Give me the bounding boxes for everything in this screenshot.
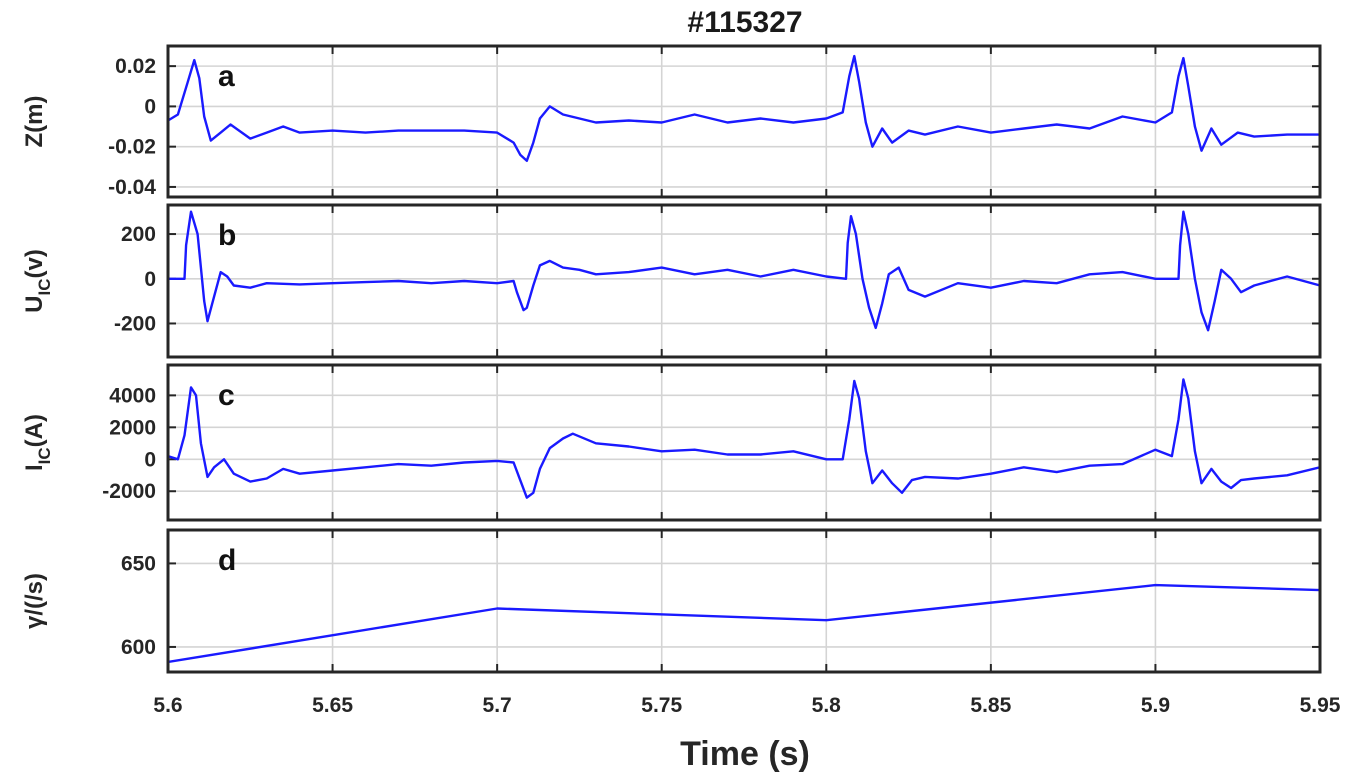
y-tick-label: 200 (121, 223, 156, 246)
panel-frame (166, 528, 1322, 674)
y-tick-label: 2000 (109, 416, 156, 439)
y-axis-label: UIC(v) (21, 249, 54, 313)
panel-frame (166, 203, 1322, 359)
x-tick-label: 5.9 (1141, 694, 1170, 717)
panel-c: -2000 0 2000 4000 c IIC(A) (21, 363, 1322, 522)
panel-frame (166, 44, 1322, 199)
series-line-d (168, 583, 1320, 664)
y-tick-label: -200 (114, 312, 156, 335)
x-tick-label: 5.85 (970, 694, 1011, 717)
panel-letter: a (218, 60, 235, 93)
y-tick-label: -2000 (102, 480, 156, 503)
series-line-c (168, 378, 1320, 499)
panel-letter: c (218, 379, 235, 412)
series-line-b (168, 210, 1320, 332)
series-line-a (168, 54, 1320, 162)
y-tick-label: 650 (121, 552, 156, 575)
y-tick-label: 0.02 (115, 55, 156, 78)
y-tick-label: 4000 (109, 384, 156, 407)
y-axis-label: IIC(A) (21, 414, 54, 471)
y-tick-label: 0 (144, 448, 156, 471)
x-axis: 5.6 5.65 5.7 5.75 5.8 5.85 5.9 5.95 (153, 694, 1340, 717)
x-tick-label: 5.95 (1300, 694, 1341, 717)
panel-d: 600 650 d γ/(/s) (21, 528, 1322, 674)
x-tick-label: 5.65 (312, 694, 353, 717)
panel-b: -200 0 200 b UIC(v) (21, 203, 1322, 359)
y-tick-label: 0 (144, 95, 156, 118)
y-axis-label: Z(m) (21, 96, 48, 148)
y-tick-label: -0.02 (108, 136, 156, 159)
y-axis-label: γ/(/s) (21, 573, 48, 629)
x-tick-label: 5.7 (483, 694, 512, 717)
panel-letter: b (218, 219, 236, 252)
x-tick-label: 5.75 (641, 694, 682, 717)
x-axis-label: Time (s) (680, 735, 810, 773)
x-tick-label: 5.8 (812, 694, 842, 717)
y-tick-label: 0 (144, 268, 156, 291)
panel-a: -0.04 -0.02 0 0.02 a Z(m) (21, 44, 1322, 199)
x-tick-label: 5.6 (153, 694, 182, 717)
chart-title: #115327 (687, 6, 802, 39)
y-tick-label: 600 (121, 636, 156, 659)
y-tick-label: -0.04 (108, 176, 156, 199)
panel-letter: d (218, 544, 236, 577)
panel-frame (166, 363, 1322, 522)
